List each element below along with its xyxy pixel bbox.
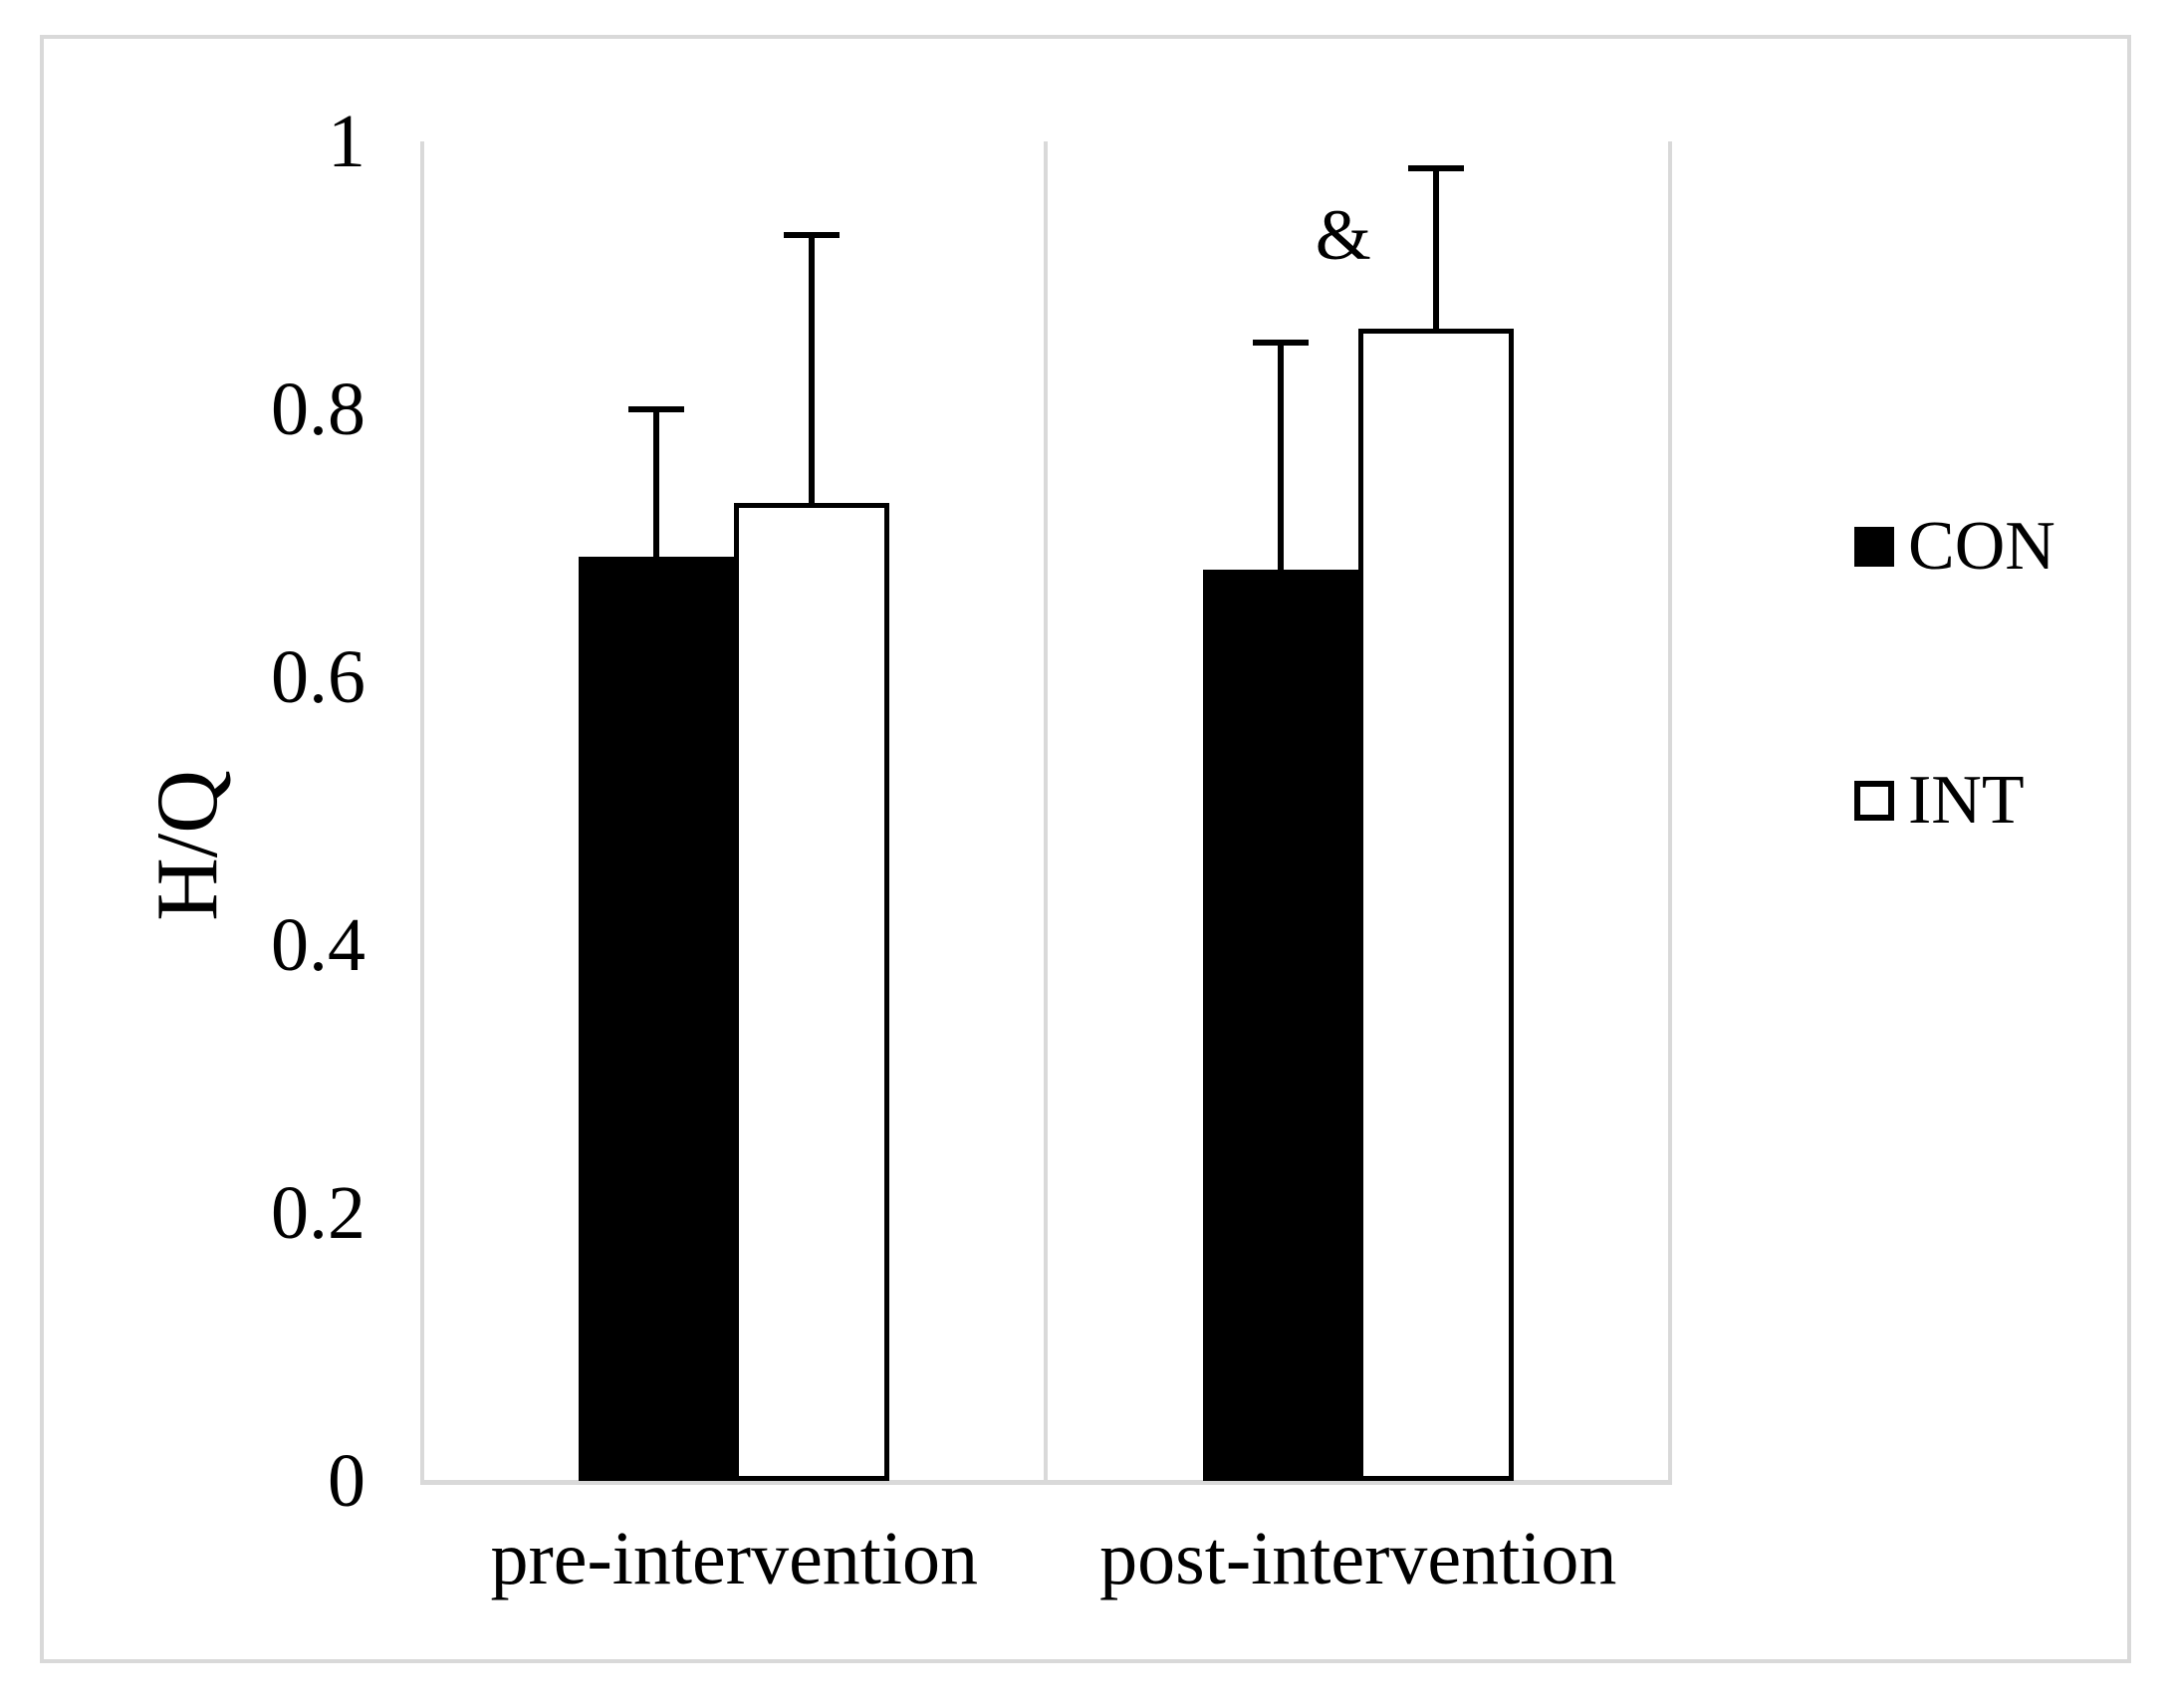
bar-con-post-intervention [1202, 570, 1358, 1481]
legend-marker-int-icon [1854, 781, 1894, 821]
figure-border: H/Q 0 0.2 0.4 0.6 0.8 1 pre-intervention post-… [40, 35, 2131, 1663]
y-tick-label-0.6: 0.6 [271, 635, 365, 719]
x-category-label-post-intervention: post-intervention [1099, 1517, 1617, 1600]
y-tick-label-0: 0 [328, 1439, 365, 1523]
bar-int-post-intervention [1357, 329, 1514, 1481]
category-separator-line [1044, 141, 1048, 1481]
legend-marker-con-icon [1854, 527, 1894, 567]
x-axis-line [420, 1480, 1672, 1485]
legend-item-con: CON [1854, 507, 2055, 587]
bar-con-pre-intervention [579, 556, 735, 1481]
error-bar-cap-int-pre-intervention [784, 232, 841, 239]
annotation-ampersand: & [1315, 195, 1371, 276]
legend-label-con: CON [1908, 508, 2055, 585]
error-bar-cap-con-pre-intervention [628, 406, 685, 412]
plot-right-border-line [1668, 141, 1672, 1481]
y-tick-label-0.2: 0.2 [271, 1171, 365, 1255]
error-bar-line-con-post-intervention [1277, 342, 1284, 571]
legend: CON INT [1854, 507, 2055, 841]
x-category-label-pre-intervention: pre-intervention [490, 1517, 979, 1600]
legend-label-int: INT [1908, 762, 2025, 839]
y-tick-label-0.4: 0.4 [271, 903, 365, 987]
plot-area: 0 0.2 0.4 0.6 0.8 1 pre-intervention post-inte… [271, 102, 1672, 1598]
y-axis-line [420, 141, 424, 1481]
error-bar-cap-con-post-intervention [1252, 339, 1309, 346]
error-bar-cap-int-post-intervention [1407, 164, 1464, 171]
error-bar-line-con-pre-intervention [653, 409, 660, 557]
bar-int-pre-intervention [734, 503, 890, 1481]
error-bar-line-int-post-intervention [1432, 167, 1439, 330]
error-bar-line-int-pre-intervention [809, 235, 816, 504]
y-tick-label-1: 1 [328, 100, 365, 183]
y-tick-label-0.8: 0.8 [271, 367, 365, 451]
legend-item-int: INT [1854, 761, 2055, 841]
